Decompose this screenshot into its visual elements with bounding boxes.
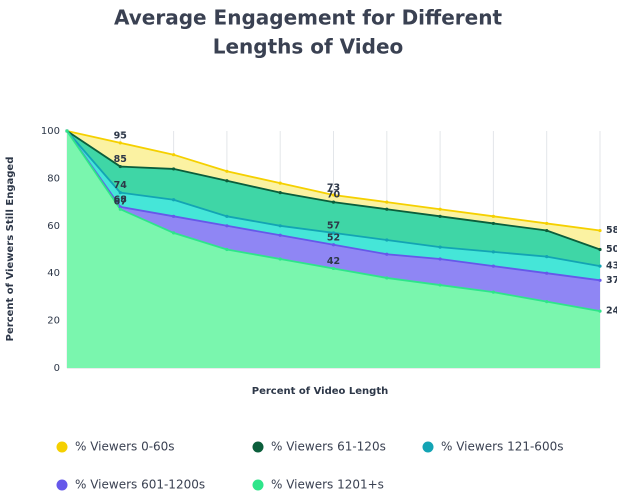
- data-point: [172, 153, 176, 157]
- data-point: [278, 233, 282, 237]
- data-point: [545, 271, 549, 275]
- data-point: [438, 245, 442, 249]
- data-point: [331, 266, 336, 271]
- area-fill: [67, 131, 600, 368]
- data-point: [545, 300, 549, 304]
- data-point: [545, 255, 549, 259]
- data-point: [598, 228, 602, 233]
- data-label: 42: [327, 256, 340, 267]
- data-point: [438, 207, 442, 211]
- legend-swatch: [56, 479, 68, 491]
- legend-label: % Viewers 601-1200s: [75, 478, 205, 491]
- y-tick-label: 60: [47, 221, 60, 232]
- data-point: [331, 231, 336, 235]
- x-axis-label: Percent of Video Length: [252, 386, 388, 397]
- data-point: [118, 205, 122, 209]
- data-label: 37: [606, 275, 617, 286]
- data-point: [172, 231, 176, 235]
- data-point: [278, 181, 282, 185]
- data-point: [491, 250, 495, 254]
- data-point: [545, 221, 549, 226]
- legend-swatch: [252, 441, 264, 453]
- data-point: [438, 214, 442, 218]
- y-tick-label: 20: [47, 316, 60, 327]
- data-point: [225, 214, 229, 218]
- data-point: [172, 198, 176, 202]
- data-label: 68: [114, 194, 128, 205]
- legend-label: % Viewers 0-60s: [75, 440, 175, 454]
- data-label: 50: [606, 244, 617, 255]
- y-tick-label: 100: [41, 126, 60, 137]
- data-point: [278, 257, 282, 261]
- data-label: 74: [114, 180, 128, 191]
- data-point: [118, 207, 122, 211]
- data-label: 95: [114, 130, 127, 141]
- data-point: [491, 290, 495, 294]
- data-point: [385, 207, 389, 211]
- data-label: 67: [114, 197, 127, 208]
- data-point: [385, 200, 389, 204]
- legend-label: % Viewers 121-600s: [441, 440, 563, 454]
- data-point: [225, 169, 229, 173]
- data-point: [225, 179, 229, 183]
- data-point: [598, 309, 602, 313]
- data-label: 57: [327, 220, 340, 231]
- legend-swatch: [56, 441, 68, 453]
- data-point: [278, 191, 282, 195]
- y-tick-label: 80: [47, 173, 60, 184]
- legend-label: % Viewers 61-120s: [271, 440, 386, 454]
- data-point: [438, 283, 442, 287]
- data-point: [118, 191, 122, 195]
- data-point: [491, 221, 495, 226]
- legend-swatch: [422, 441, 434, 453]
- data-point: [598, 278, 602, 282]
- data-point: [385, 252, 389, 256]
- chart-title: Average Engagement for Different: [114, 6, 502, 30]
- data-label: 24: [606, 306, 617, 317]
- data-point: [172, 167, 176, 171]
- data-point: [598, 247, 602, 252]
- data-point: [65, 129, 69, 133]
- data-point: [545, 228, 549, 233]
- data-label: 73: [327, 182, 340, 193]
- data-point: [491, 264, 495, 268]
- data-point: [118, 141, 122, 145]
- data-point: [225, 224, 229, 228]
- y-tick-label: 0: [54, 363, 60, 374]
- data-point: [331, 200, 336, 204]
- data-label: 85: [114, 154, 127, 165]
- data-label: 70: [327, 190, 341, 201]
- data-label: 58: [606, 225, 617, 236]
- legend-label: % Viewers 1201+s: [271, 478, 384, 491]
- data-point: [118, 164, 122, 169]
- data-point: [491, 214, 495, 218]
- legend-swatch: [252, 479, 264, 491]
- data-point: [278, 224, 282, 228]
- data-point: [331, 193, 336, 197]
- data-point: [385, 276, 389, 280]
- y-tick-label: 40: [47, 268, 60, 279]
- chart-title: Lengths of Video: [213, 35, 404, 59]
- y-axis-label: Percent of Viewers Still Engaged: [5, 157, 16, 342]
- data-label: 43: [606, 261, 617, 272]
- data-point: [225, 247, 229, 252]
- data-point: [438, 257, 442, 261]
- data-point: [331, 243, 336, 247]
- data-point: [598, 264, 602, 268]
- data-point: [172, 214, 176, 218]
- data-label: 52: [327, 232, 340, 243]
- data-point: [385, 238, 389, 242]
